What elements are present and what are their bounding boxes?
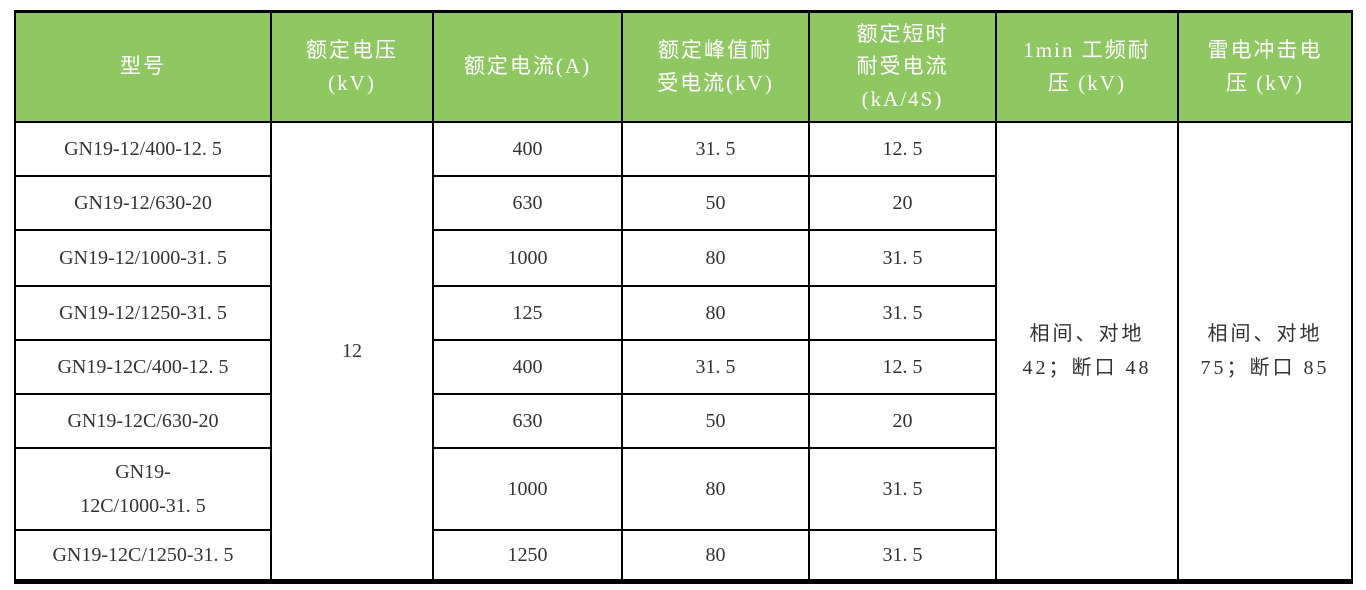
rated-current-cell: 1000: [432, 228, 623, 287]
model-cell: GN19-12/1000-31. 5: [14, 228, 272, 287]
column-header-peak-withstand-current: 额定峰值耐 受电流(kV): [621, 10, 810, 123]
table-row: GN19-12C/1250-31. 5 1250 80 31. 5: [14, 528, 1352, 583]
column-header-power-freq-withstand-voltage: 1min 工频耐 压 (kV): [995, 10, 1179, 123]
model-cell: GN19-12/630-20: [14, 174, 272, 231]
header-row: 型号 额定电压 (kV) 额定电流(A) 额定峰值耐 受电流(kV) 额定短时 …: [14, 10, 1353, 123]
model-cell: GN19-12C/1250-31. 5: [14, 528, 272, 583]
model-cell: GN19-12C/400-12. 5: [14, 338, 272, 395]
rated-current-cell: 630: [432, 392, 623, 449]
table-row: GN19-12C/630-20 630 50 20: [14, 392, 1352, 449]
short-time-current-cell: 20: [808, 392, 997, 449]
model-cell: GN19-12C/630-20: [14, 392, 272, 449]
peak-current-cell: 50: [621, 174, 810, 231]
power-freq-withstand-cell: 相间、对地 42；断口 48: [995, 120, 1179, 583]
column-header-rated-voltage: 额定电压 (kV): [270, 10, 434, 123]
short-time-current-cell: 31. 5: [808, 446, 997, 531]
column-header-short-time-withstand-current: 额定短时 耐受电流 (kA/4S): [808, 10, 997, 123]
peak-current-cell: 80: [621, 284, 810, 341]
peak-current-cell: 80: [621, 528, 810, 583]
table-header: 型号 额定电压 (kV) 额定电流(A) 额定峰值耐 受电流(kV) 额定短时 …: [14, 10, 1353, 123]
column-header-model: 型号: [14, 10, 272, 123]
peak-current-cell: 50: [621, 392, 810, 449]
lightning-impulse-cell: 相间、对地 75；断口 85: [1177, 120, 1353, 583]
model-cell: GN19-12/1250-31. 5: [14, 284, 272, 341]
peak-current-cell: 31. 5: [621, 338, 810, 395]
rated-voltage-cell: 12: [270, 120, 434, 583]
rated-current-cell: 400: [432, 120, 623, 177]
rated-current-cell: 125: [432, 284, 623, 341]
rated-current-cell: 400: [432, 338, 623, 395]
short-time-current-cell: 12. 5: [808, 120, 997, 177]
table-row: GN19-12/630-20 630 50 20: [14, 174, 1352, 231]
rated-current-cell: 1250: [432, 528, 623, 583]
rated-current-cell: 1000: [432, 446, 623, 531]
table-row: GN19-12C/400-12. 5 400 31. 5 12. 5: [14, 338, 1352, 395]
peak-current-cell: 31. 5: [621, 120, 810, 177]
column-header-rated-current: 额定电流(A): [432, 10, 623, 123]
column-header-lightning-impulse-voltage: 雷电冲击电 压 (kV): [1177, 10, 1353, 123]
short-time-current-cell: 20: [808, 174, 997, 231]
table-body: GN19-12/400-12. 5 12 400 31. 5 12. 5 相间、…: [14, 120, 1353, 583]
table-row: GN19-12/1000-31. 5 1000 80 31. 5: [14, 228, 1352, 287]
table-row: GN19-12/400-12. 5 12 400 31. 5 12. 5 相间、…: [14, 120, 1353, 583]
short-time-current-cell: 31. 5: [808, 528, 997, 583]
rated-current-cell: 630: [432, 174, 623, 231]
model-cell: GN19-12/400-12. 5: [14, 120, 272, 177]
model-cell: GN19- 12C/1000-31. 5: [14, 446, 272, 531]
short-time-current-cell: 12. 5: [808, 338, 997, 395]
short-time-current-cell: 31. 5: [808, 228, 997, 287]
product-spec-table: 型号 额定电压 (kV) 额定电流(A) 额定峰值耐 受电流(kV) 额定短时 …: [14, 10, 1353, 584]
peak-current-cell: 80: [621, 446, 810, 531]
peak-current-cell: 80: [621, 228, 810, 287]
table-row: GN19- 12C/1000-31. 5 1000 80 31. 5: [14, 446, 1352, 531]
table-row: GN19-12/1250-31. 5 125 80 31. 5: [14, 284, 1352, 341]
short-time-current-cell: 31. 5: [808, 284, 997, 341]
